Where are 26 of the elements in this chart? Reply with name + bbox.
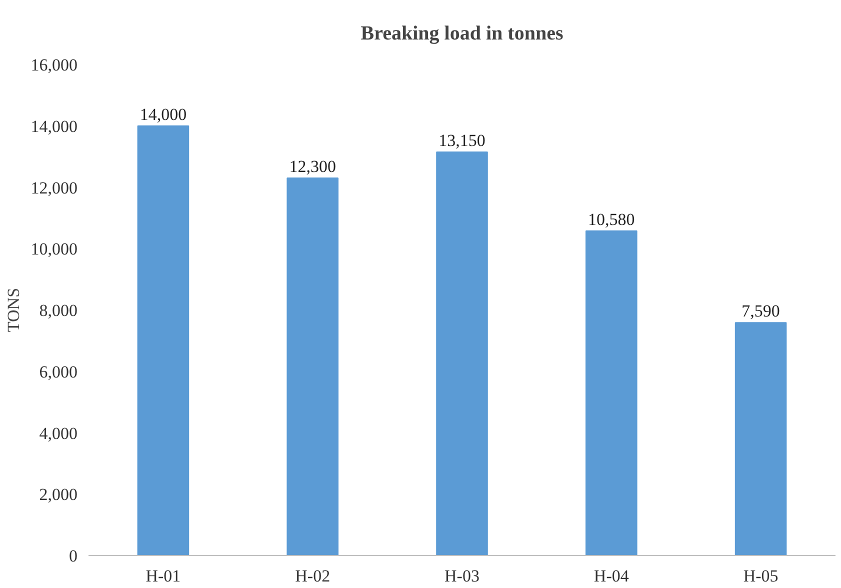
y-tick-label: 4,000 [39, 424, 78, 443]
bar [586, 230, 638, 556]
data-label: 14,000 [140, 104, 187, 124]
y-tick-label: 6,000 [39, 362, 78, 382]
bar [137, 125, 190, 556]
y-tick-label: 16,000 [30, 56, 78, 74]
y-axis-title: TONS [4, 288, 23, 332]
x-tick-label: H-04 [594, 566, 630, 586]
x-tick-label: H-05 [743, 566, 778, 586]
data-label: 10,580 [588, 210, 635, 229]
y-tick-label: 14,000 [30, 116, 78, 136]
bar [734, 322, 787, 556]
x-tick-label: H-01 [146, 566, 181, 586]
y-tick-label: 12,000 [30, 178, 78, 198]
chart-title: Breaking load in tonnes [360, 22, 564, 44]
x-tick-label: H-02 [295, 566, 330, 586]
bar [286, 178, 338, 556]
data-label: 13,150 [438, 130, 486, 150]
y-tick-label: 10,000 [30, 240, 78, 259]
x-tick-label: H-03 [444, 566, 480, 586]
y-tick-label: 8,000 [39, 301, 78, 320]
y-tick-label: 2,000 [39, 485, 78, 504]
data-label: 7,590 [742, 302, 780, 321]
data-label: 12,300 [289, 157, 336, 176]
bar [436, 151, 488, 556]
y-tick-label: 0 [69, 546, 78, 566]
